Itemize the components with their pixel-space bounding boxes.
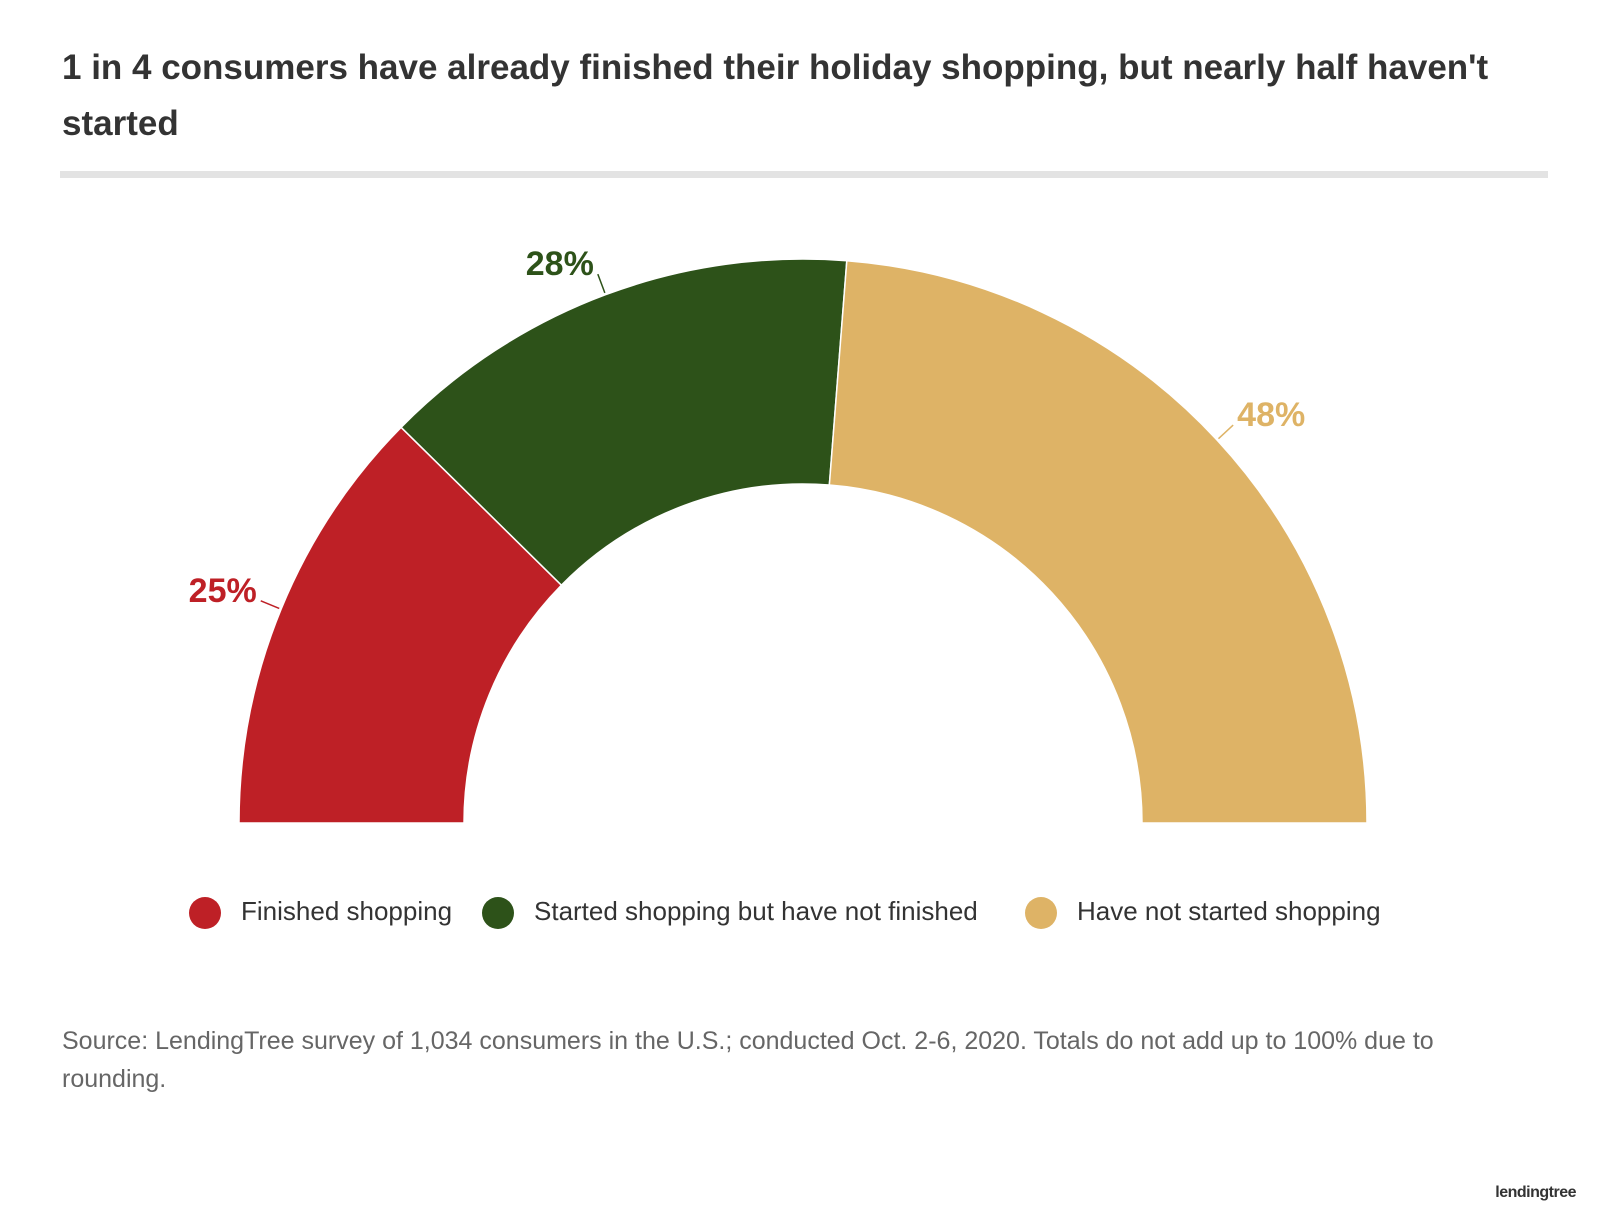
data-label: 48% bbox=[1237, 396, 1305, 434]
leader-line bbox=[260, 600, 280, 610]
legend-swatch bbox=[1025, 897, 1057, 929]
leader-line bbox=[597, 273, 606, 294]
leader-line bbox=[1217, 424, 1234, 440]
legend-label: Started shopping but have not finished bbox=[534, 896, 978, 926]
chart-title: 1 in 4 consumers have already finished t… bbox=[62, 48, 1489, 143]
pie-slice bbox=[400, 258, 848, 587]
legend-swatch bbox=[189, 897, 221, 929]
legend-label: Have not started shopping bbox=[1077, 896, 1381, 926]
pie-slice bbox=[828, 259, 1368, 824]
chart: 25% 28% 48% Finished shopping Started shoppi… bbox=[189, 245, 1381, 929]
data-label: 25% bbox=[189, 572, 257, 610]
pie-slice bbox=[238, 426, 563, 824]
legend-swatch bbox=[482, 897, 514, 929]
title-rule bbox=[60, 171, 1548, 178]
legend-label: Finished shopping bbox=[241, 896, 452, 926]
brand-logo: lendingtree bbox=[1495, 1184, 1576, 1201]
data-label: 28% bbox=[526, 245, 594, 283]
source-note: Source: LendingTree survey of 1,034 cons… bbox=[62, 1027, 1434, 1093]
